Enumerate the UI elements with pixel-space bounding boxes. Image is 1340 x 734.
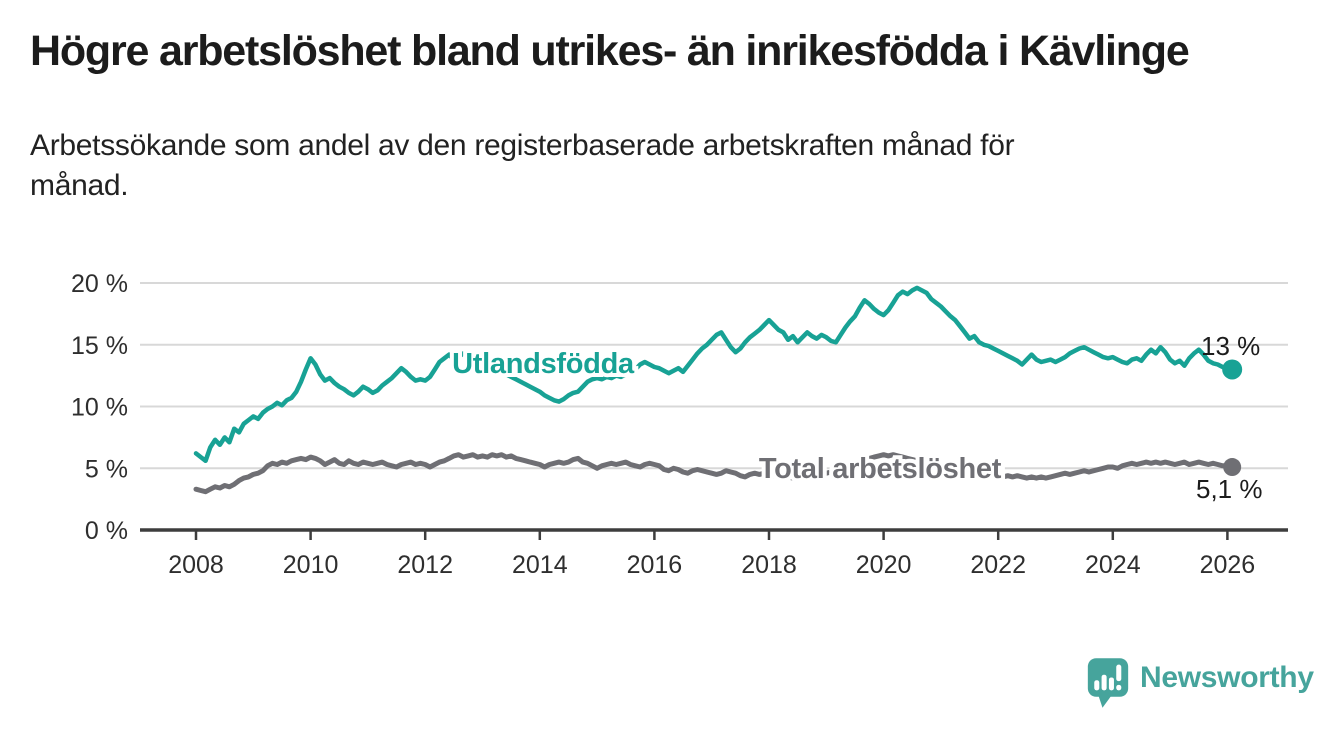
y-axis-tick-label: 15 % [71, 332, 128, 360]
y-axis-tick-label: 10 % [71, 394, 128, 422]
foreign-born-end-dot [1222, 359, 1243, 380]
foreign-born-series-line [193, 285, 1235, 464]
total-unemployment-end-value-label: 5,1 % [1196, 474, 1263, 504]
x-axis-tick-label: 2014 [512, 551, 568, 579]
x-axis-tick-label: 2022 [970, 551, 1026, 579]
x-axis-tick-label: 2010 [283, 551, 339, 579]
chart-subtitle: Arbetssökande som andel av den registerb… [30, 126, 1260, 206]
newsworthy-speech-bubble-icon [1087, 658, 1129, 708]
foreign-born-end-value-label: 13 % [1201, 331, 1260, 361]
foreign-born-series-label: Utlandsfödda [452, 348, 635, 380]
newsworthy-logo: Newsworthy [1086, 655, 1314, 711]
bar-chart-exclamation-icon [1094, 664, 1122, 691]
total-unemployment-series-line [193, 452, 1235, 495]
newsworthy-wordmark: Newsworthy [1140, 661, 1314, 694]
speech-bubble-shape [1087, 658, 1129, 708]
x-axis-tick-label: 2020 [856, 551, 912, 579]
unemployment-line-chart: 0 % 5 % 10 % 15 % 20 % 2008 2010 2012 2014 2016 20… [71, 270, 1288, 579]
x-axis-tick-label: 2008 [168, 551, 224, 579]
subtitle-line-1: Arbetssökande som andel av den registerb… [30, 129, 1015, 162]
y-axis-tick-label: 5 % [85, 455, 128, 483]
x-axis-tick-label: 2026 [1200, 551, 1256, 579]
total-unemployment-end-dot [1223, 458, 1242, 477]
x-axis-tick-label: 2012 [397, 551, 453, 579]
x-axis-tick-label: 2024 [1085, 551, 1141, 579]
x-axis-tick-label: 2018 [741, 551, 797, 579]
y-axis-tick-label: 20 % [71, 270, 128, 298]
y-axis-tick-label: 0 % [85, 517, 128, 545]
subtitle-line-2: månad. [30, 169, 129, 202]
x-axis-tick-label: 2016 [627, 551, 683, 579]
total-unemployment-series-label: Total arbetslöshet [759, 453, 1002, 485]
page-title: Högre arbetslöshet bland utrikes- än inr… [30, 27, 1190, 75]
